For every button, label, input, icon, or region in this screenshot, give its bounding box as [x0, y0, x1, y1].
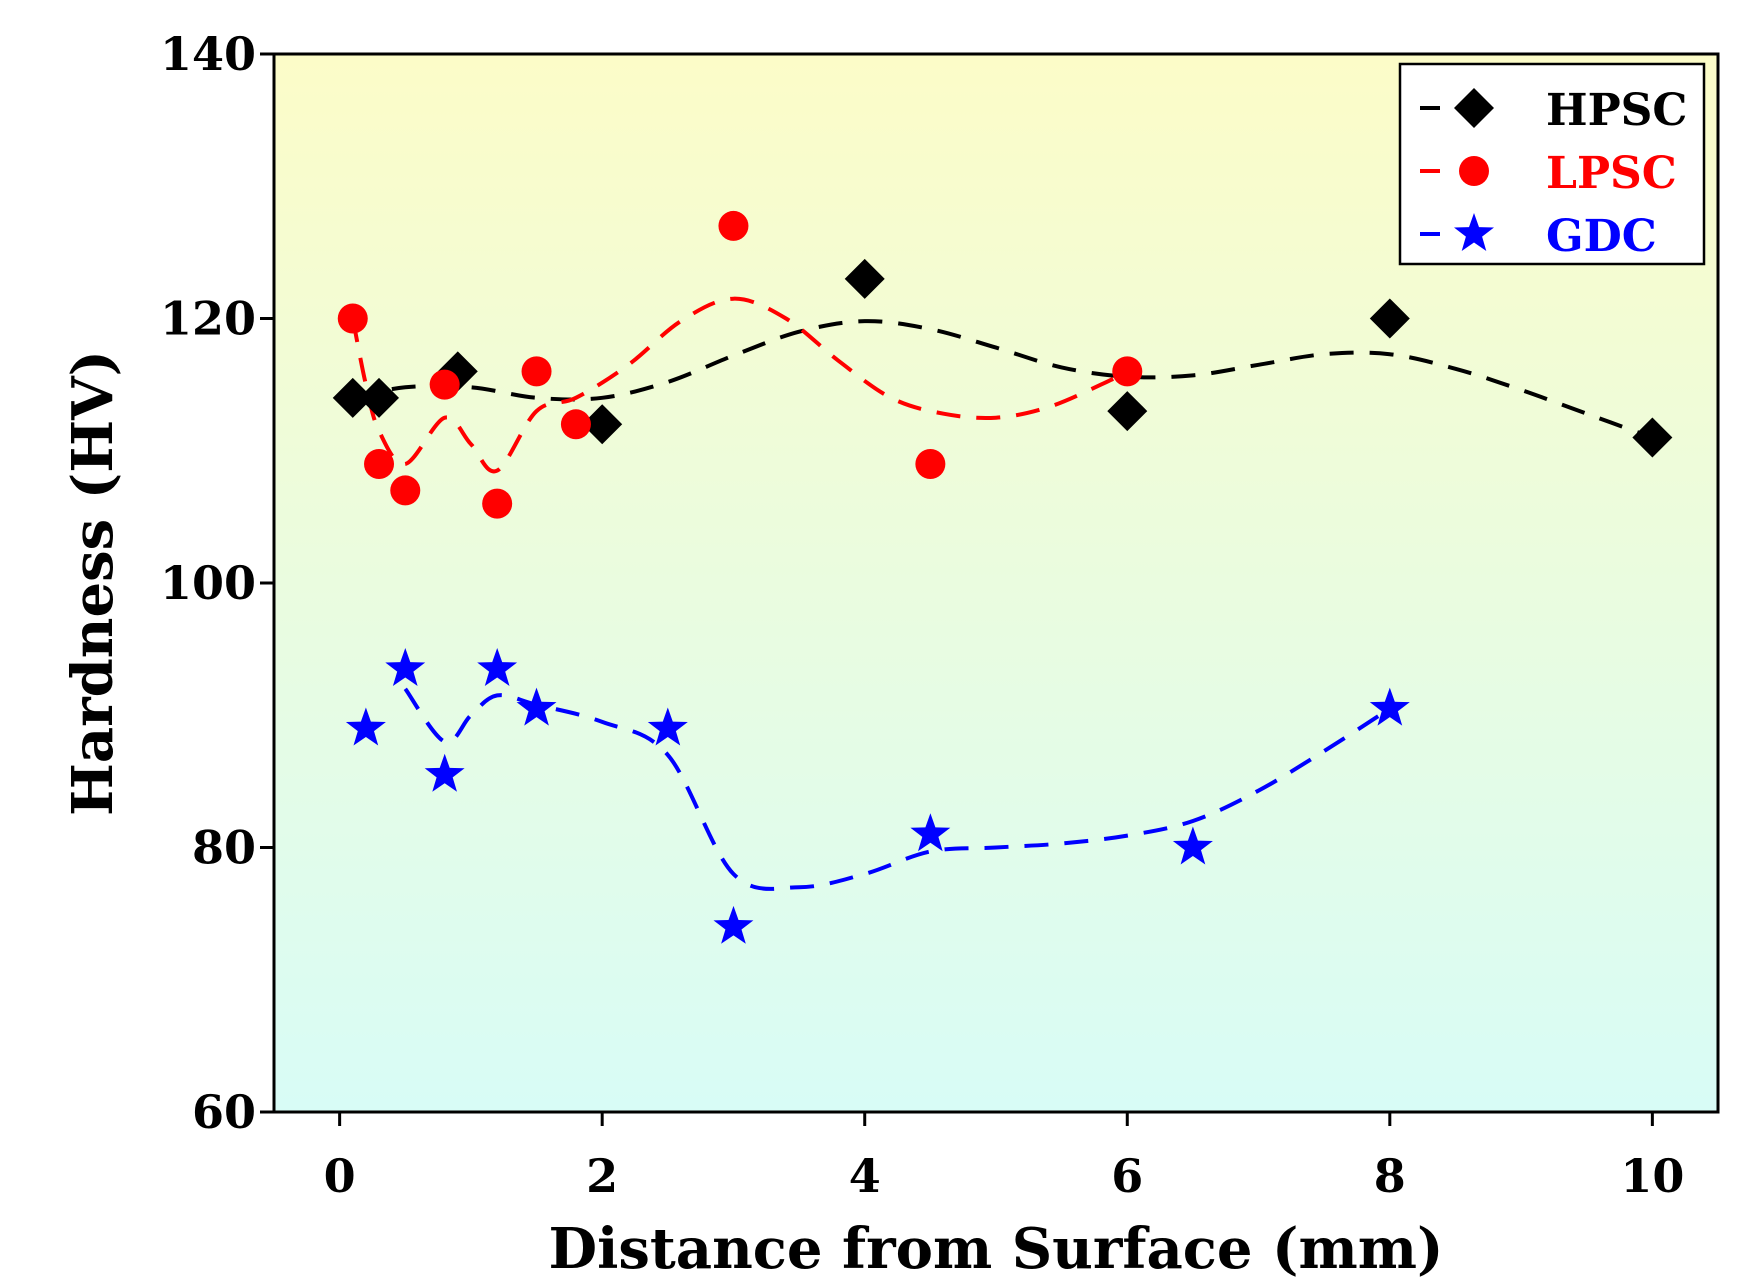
- hpsc-data-point: [332, 377, 373, 418]
- gdc-data-point: [910, 813, 951, 852]
- x-tick-label: 8: [1374, 1149, 1406, 1203]
- gdc-data-point: [713, 905, 754, 944]
- lpsc-data-point: [560, 409, 591, 440]
- gdc-legend-label: GDC: [1546, 211, 1657, 262]
- y-tick-label: 100: [160, 556, 256, 610]
- hpsc-data-point: [1632, 417, 1673, 458]
- gdc-data-point: [516, 687, 557, 726]
- gdc-data-point: [1172, 826, 1213, 865]
- hpsc-data-point: [1107, 391, 1148, 432]
- y-axis: 60 80 100 120 140: [160, 27, 274, 1139]
- lpsc-data-point: [521, 356, 552, 387]
- x-axis: 0 2 4 6 8 10: [324, 1112, 1684, 1203]
- hpsc-trend-line: [352, 319, 1654, 440]
- lpsc-data-point: [915, 448, 946, 479]
- x-tick-label: 2: [586, 1149, 618, 1203]
- x-tick-label: 4: [849, 1149, 881, 1203]
- hpsc-data-point: [844, 258, 885, 299]
- lpsc-trend-line: [350, 296, 1129, 474]
- gdc-data-point: [385, 648, 426, 686]
- y-axis-title: Hardness (HV): [60, 350, 126, 816]
- x-tick-label: 0: [324, 1149, 356, 1203]
- lpsc-legend-marker: [1459, 156, 1489, 186]
- gdc-legend-marker: [1454, 213, 1494, 251]
- gdc-data-point: [424, 753, 465, 792]
- hpsc-data-point: [359, 377, 400, 418]
- y-tick-label: 80: [192, 821, 256, 875]
- y-tick-label: 140: [160, 27, 256, 81]
- gdc-trend-line: [403, 687, 1391, 891]
- legend-box: [1398, 62, 1706, 266]
- legend: HPSC LPSC GDC: [1398, 62, 1706, 266]
- trend-lines: [350, 296, 1654, 891]
- lpsc-legend-label: LPSC: [1546, 148, 1677, 199]
- lpsc-data-point: [482, 488, 513, 519]
- gdc-data-point: [1369, 687, 1410, 726]
- lpsc-data-point: [337, 303, 368, 334]
- hpsc-legend-marker: [1454, 88, 1494, 128]
- lpsc-data-point: [429, 369, 460, 400]
- y-tick-label: 120: [160, 292, 256, 346]
- y-tick-label: 60: [192, 1085, 256, 1139]
- lpsc-data-point: [364, 448, 395, 479]
- hpsc-data-point: [582, 404, 623, 445]
- x-tick-label: 10: [1620, 1149, 1684, 1203]
- lpsc-data-point: [718, 210, 749, 241]
- lpsc-data-point: [1112, 356, 1143, 387]
- x-axis-title: Distance from Surface (mm): [549, 1216, 1444, 1282]
- gdc-data-point: [477, 648, 518, 686]
- lpsc-data-point: [390, 475, 421, 506]
- data-markers: [332, 210, 1673, 944]
- x-tick-label: 6: [1111, 1149, 1143, 1203]
- hpsc-legend-label: HPSC: [1546, 85, 1687, 136]
- gdc-data-point: [345, 707, 386, 746]
- gdc-data-point: [647, 707, 688, 746]
- hpsc-data-point: [1369, 298, 1410, 339]
